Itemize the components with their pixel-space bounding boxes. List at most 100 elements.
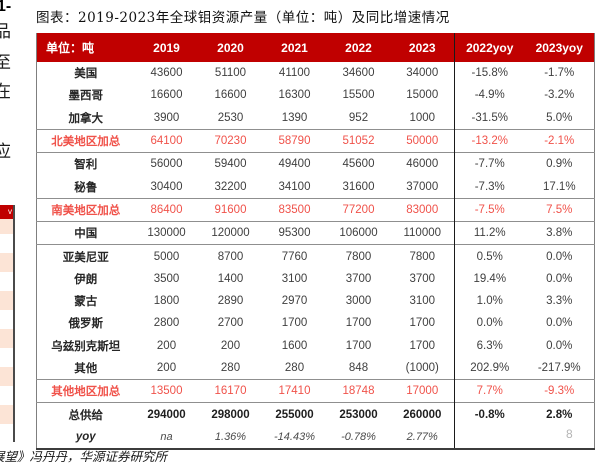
data-cell: -15.8% bbox=[454, 62, 525, 85]
data-cell: 3100 bbox=[409, 295, 436, 308]
data-cell: 17.1% bbox=[542, 180, 576, 193]
data-cell: 0.0% bbox=[546, 272, 573, 285]
data-cell: 7800 bbox=[390, 244, 455, 268]
data-cell: 17410 bbox=[262, 379, 327, 403]
margin-char-fragment: 品 bbox=[0, 22, 11, 42]
data-cell: 202.9% bbox=[454, 356, 525, 380]
row-label: 亚美尼亚 bbox=[36, 244, 135, 268]
column-header: 2023yoy bbox=[524, 33, 595, 62]
table-row: 中国 130000 120000 95300 106000 110000 11.2% 3.8% bbox=[36, 221, 595, 245]
data-cell: 2800 bbox=[153, 317, 180, 330]
column-header: 2019 bbox=[134, 33, 199, 62]
data-cell: 43600 bbox=[150, 67, 183, 80]
margin-heading-fragment: 1- bbox=[0, 0, 12, 15]
margin-char-fragment: 至 bbox=[0, 53, 11, 73]
data-cell: 200 bbox=[156, 339, 177, 352]
data-cell: -217.9% bbox=[537, 362, 581, 374]
data-cell: 15000 bbox=[406, 89, 439, 102]
data-cell: 3.8% bbox=[524, 221, 595, 245]
data-cell: 253000 bbox=[326, 402, 391, 426]
data-cell: 1390 bbox=[281, 111, 308, 124]
data-cell: 2.8% bbox=[524, 402, 595, 426]
data-cell: 0.9% bbox=[524, 152, 595, 176]
table-row: 美国 43600 51100 41100 34600 34000 -15.8% -1.7% bbox=[37, 62, 595, 85]
table-row: 其他 200 280 280 848 (1000) 202.9% -217.9% bbox=[37, 356, 595, 380]
data-cell: 34100 bbox=[278, 180, 311, 193]
data-cell: 95300 bbox=[262, 221, 327, 245]
data-cell: 2890 bbox=[217, 295, 244, 308]
data-cell: 16600 bbox=[214, 89, 247, 102]
data-cell: 56000 bbox=[134, 152, 199, 176]
data-cell: 50000 bbox=[390, 128, 455, 153]
data-cell: 3.3% bbox=[546, 295, 573, 308]
data-cell: 848 bbox=[348, 362, 369, 374]
data-cell: 1600 bbox=[281, 339, 308, 352]
data-cell: 1.0% bbox=[454, 289, 525, 313]
table-header-row: 单位：吨 2019 2020 2021 2022 2023 2022yoy 2023yoy bbox=[36, 33, 595, 62]
row-label: 加拿大 bbox=[68, 112, 104, 125]
data-cell: 18748 bbox=[326, 379, 391, 403]
data-cell: 15500 bbox=[342, 89, 375, 102]
table-row: 北美地区加总 64100 70230 58790 51052 50000 -13.2% -2.… bbox=[36, 128, 595, 153]
data-cell: 37000 bbox=[406, 180, 439, 193]
data-cell: 280 bbox=[220, 362, 241, 374]
data-cell: 32200 bbox=[214, 180, 247, 193]
column-header: 2020 bbox=[198, 33, 263, 62]
data-cell: 1800 bbox=[153, 295, 180, 308]
data-cell: 3500 bbox=[153, 272, 180, 285]
data-cell: 1700 bbox=[409, 317, 436, 330]
data-cell: 130000 bbox=[134, 221, 199, 245]
data-cell: 16170 bbox=[198, 379, 263, 403]
row-label: 其他地区加总 bbox=[36, 379, 135, 403]
data-cell: -0.78% bbox=[341, 430, 376, 443]
data-cell: 83500 bbox=[262, 197, 327, 222]
data-cell: 7800 bbox=[326, 244, 391, 268]
data-cell: na bbox=[160, 430, 173, 443]
table-row: 其他地区加总 13500 16170 17410 18748 17000 7.7% -9.3% bbox=[36, 379, 595, 403]
data-cell: 1700 bbox=[345, 317, 372, 330]
data-cell: 280 bbox=[284, 362, 305, 374]
data-cell: -7.3% bbox=[454, 175, 525, 199]
data-cell: 952 bbox=[348, 111, 369, 124]
data-cell: 1400 bbox=[217, 272, 244, 285]
row-label: 伊朗 bbox=[74, 273, 98, 286]
data-cell: 16600 bbox=[150, 89, 183, 102]
data-cell: 64100 bbox=[134, 128, 199, 153]
data-cell: 70230 bbox=[198, 128, 263, 153]
row-label: 蒙古 bbox=[74, 296, 98, 309]
table-row: yoy na 1.36% -14.43% -0.78% 2.77% bbox=[37, 425, 595, 450]
data-cell: -13.2% bbox=[454, 128, 525, 153]
data-cell: 6.3% bbox=[454, 334, 525, 357]
source-note: 展望》冯丹丹，华源证券研究所 bbox=[0, 446, 167, 465]
data-cell: 200 bbox=[220, 339, 241, 352]
data-cell: -14.43% bbox=[274, 430, 315, 443]
table-row: 蒙古 1800 2890 2970 3000 3100 1.0% 3.3% bbox=[37, 289, 595, 313]
data-cell: -31.5% bbox=[454, 106, 525, 130]
cropped-neighbor-table-header: v bbox=[0, 205, 13, 219]
data-cell: 77200 bbox=[326, 197, 391, 222]
data-cell: -4.9% bbox=[454, 84, 525, 107]
page-number: 8 bbox=[566, 427, 573, 441]
data-cell: 46000 bbox=[390, 152, 455, 176]
row-label: 美国 bbox=[74, 68, 98, 81]
data-cell: 106000 bbox=[326, 221, 391, 245]
data-cell: 0.5% bbox=[454, 244, 525, 268]
data-cell: 17000 bbox=[390, 379, 455, 403]
data-cell: 1.36% bbox=[214, 430, 247, 443]
data-cell: 51100 bbox=[214, 67, 247, 80]
data-cell: 30400 bbox=[150, 180, 183, 193]
data-cell: 120000 bbox=[198, 221, 263, 245]
data-cell: 7.7% bbox=[454, 379, 525, 403]
data-cell: 255000 bbox=[262, 402, 327, 426]
figure-title: 图表：2019-2023年全球钼资源产量（单位：吨）及同比增速情况 bbox=[36, 10, 450, 26]
data-cell: 2970 bbox=[281, 295, 308, 308]
margin-char-fragment: 应 bbox=[0, 142, 11, 162]
data-cell: 58790 bbox=[262, 128, 327, 153]
row-label: 其他 bbox=[74, 363, 98, 375]
data-cell: -2.1% bbox=[524, 128, 595, 153]
data-cell bbox=[454, 425, 525, 450]
data-cell: 49400 bbox=[262, 152, 327, 176]
data-cell: 11.2% bbox=[454, 221, 525, 245]
data-cell: -7.5% bbox=[454, 197, 525, 222]
data-cell: 0.0% bbox=[546, 339, 573, 352]
